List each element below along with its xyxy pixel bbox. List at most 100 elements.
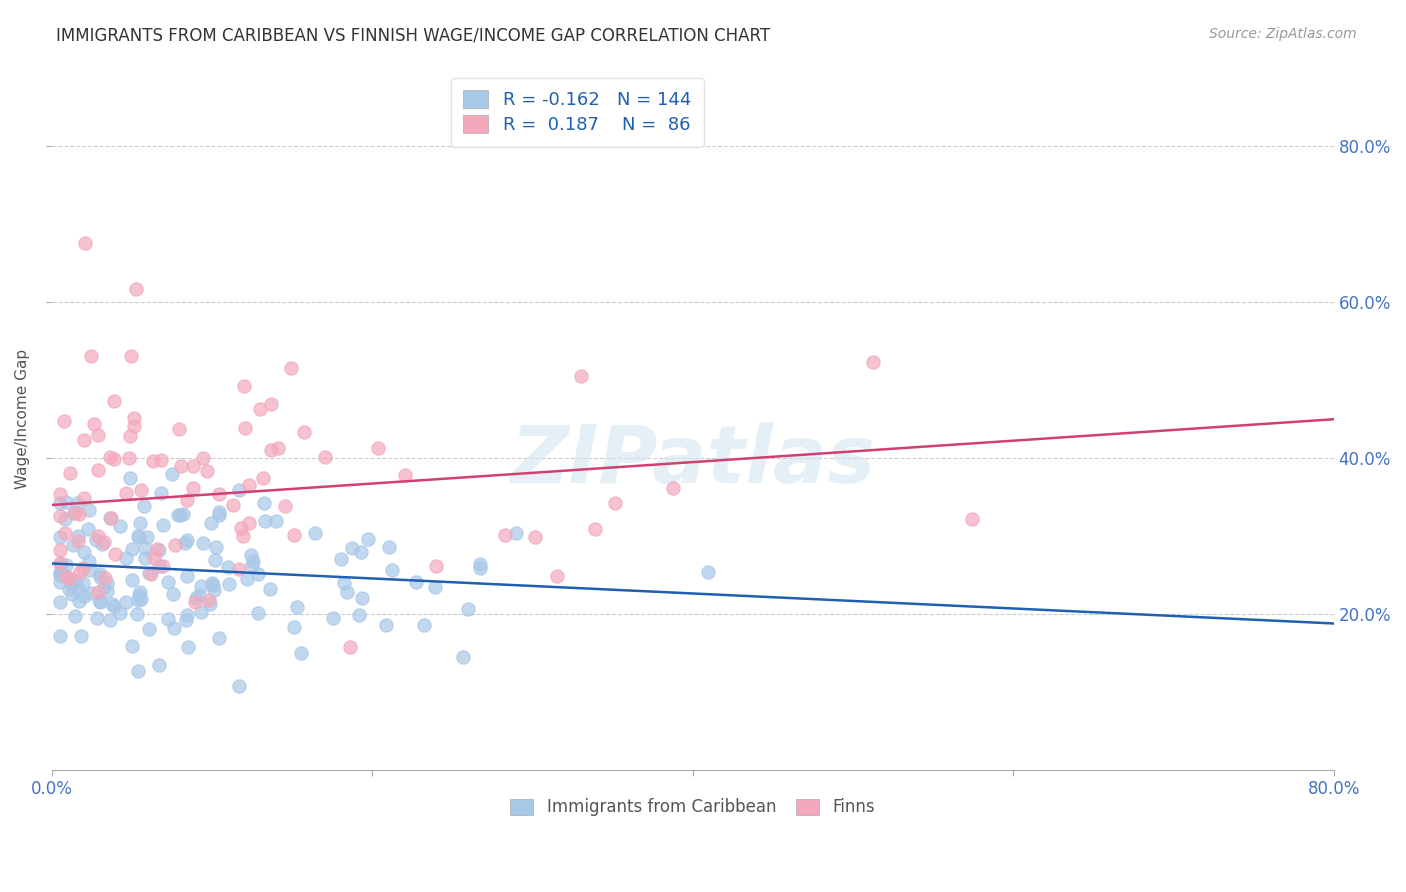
Point	[63, 507, 86, 521]
Point	[96, 576, 118, 591]
Point	[103, 599, 125, 613]
Point	[115, 486, 138, 500]
Point	[661, 481, 683, 495]
Point	[169, 508, 191, 522]
Point	[100, 511, 122, 525]
Point	[425, 558, 447, 573]
Point	[394, 468, 416, 483]
Point	[217, 560, 239, 574]
Point	[87, 529, 110, 543]
Point	[167, 508, 190, 523]
Point	[114, 595, 136, 609]
Point	[131, 592, 153, 607]
Point	[53, 567, 76, 582]
Point	[547, 569, 569, 583]
Point	[84, 533, 107, 547]
Point	[172, 507, 194, 521]
Point	[69, 565, 91, 579]
Point	[193, 536, 215, 550]
Point	[53, 512, 76, 526]
Point	[69, 594, 91, 608]
Y-axis label: Wage/Income Gap: Wage/Income Gap	[15, 349, 30, 490]
Point	[350, 545, 373, 559]
Point	[280, 361, 302, 376]
Point	[98, 511, 121, 525]
Point	[94, 571, 117, 585]
Point	[80, 586, 103, 600]
Point	[336, 585, 359, 599]
Point	[55, 570, 77, 584]
Point	[252, 471, 274, 485]
Point	[187, 588, 209, 602]
Point	[603, 496, 626, 510]
Point	[222, 499, 245, 513]
Point	[115, 550, 138, 565]
Point	[184, 595, 207, 609]
Point	[333, 576, 356, 591]
Point	[87, 585, 110, 599]
Point	[238, 516, 260, 531]
Point	[163, 621, 186, 635]
Point	[176, 568, 198, 582]
Point	[122, 419, 145, 434]
Point	[73, 545, 96, 559]
Point	[569, 368, 592, 383]
Point	[198, 597, 221, 611]
Point	[139, 566, 162, 581]
Point	[128, 588, 150, 602]
Point	[59, 467, 82, 481]
Point	[134, 541, 156, 555]
Point	[197, 592, 219, 607]
Point	[63, 609, 86, 624]
Point	[152, 517, 174, 532]
Point	[240, 558, 263, 572]
Point	[66, 529, 89, 543]
Point	[176, 492, 198, 507]
Point	[169, 422, 191, 436]
Point	[191, 451, 214, 466]
Point	[181, 481, 204, 495]
Point	[73, 491, 96, 505]
Point	[87, 427, 110, 442]
Point	[283, 528, 305, 542]
Point	[274, 500, 297, 514]
Point	[66, 496, 89, 510]
Point	[70, 628, 93, 642]
Point	[285, 600, 308, 615]
Point	[48, 487, 70, 501]
Point	[960, 511, 983, 525]
Point	[156, 612, 179, 626]
Point	[413, 617, 436, 632]
Point	[87, 463, 110, 477]
Point	[378, 541, 401, 555]
Point	[242, 554, 264, 568]
Point	[253, 514, 276, 528]
Point	[195, 464, 218, 478]
Text: IMMIGRANTS FROM CARIBBEAN VS FINNISH WAGE/INCOME GAP CORRELATION CHART: IMMIGRANTS FROM CARIBBEAN VS FINNISH WAG…	[56, 27, 770, 45]
Point	[93, 535, 115, 549]
Point	[170, 459, 193, 474]
Point	[103, 393, 125, 408]
Point	[201, 576, 224, 591]
Point	[233, 379, 256, 393]
Point	[96, 583, 118, 598]
Point	[451, 650, 474, 665]
Point	[120, 349, 142, 363]
Point	[208, 504, 231, 518]
Point	[304, 526, 326, 541]
Point	[367, 441, 389, 455]
Point	[457, 602, 479, 616]
Point	[60, 576, 83, 591]
Point	[208, 487, 231, 501]
Point	[218, 576, 240, 591]
Point	[73, 589, 96, 603]
Point	[49, 557, 72, 571]
Point	[228, 562, 250, 576]
Point	[72, 560, 94, 574]
Point	[89, 570, 111, 584]
Text: ZIPatlas: ZIPatlas	[510, 422, 875, 500]
Point	[228, 679, 250, 693]
Point	[174, 536, 197, 550]
Point	[121, 640, 143, 654]
Point	[89, 595, 111, 609]
